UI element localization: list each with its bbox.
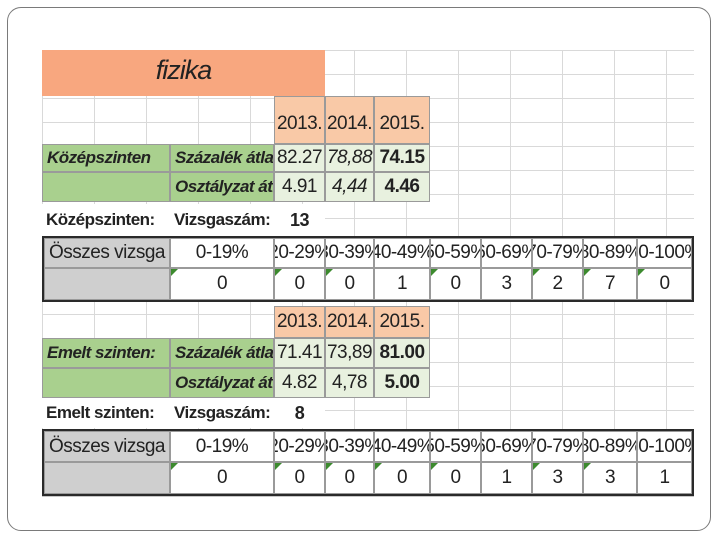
number-stored-as-text-marker [326,269,333,276]
level-label-kozep: Középszinten [42,144,170,172]
year-header-2014: 2014. [325,306,374,338]
dist-value: 0 [430,268,481,300]
dist-label: Összes vizsga [44,238,170,268]
number-stored-as-text-marker [326,463,333,470]
dist-value: 0 [325,462,374,494]
dist-value: 0 [170,268,274,300]
year-header-2013: 2013. [274,306,325,338]
count-label: Vizsgaszám: [170,204,274,236]
number-stored-as-text-marker [275,463,282,470]
dist-value: 7 [583,268,637,300]
grade-2014: 4,44 [325,172,374,202]
number-stored-as-text-marker [584,463,591,470]
count-label: Vizsgaszám: [170,398,274,428]
number-stored-as-text-marker [431,269,438,276]
pct-2013: 82.27 [274,144,325,172]
subject-title-cell: fizika [42,50,325,96]
level-label-blank [42,368,170,398]
dist-value: 1 [637,462,692,494]
year-header-2015: 2015. [374,96,430,144]
dist-value: 0 [374,462,430,494]
dist-value: 0 [637,268,692,300]
range-30-39: 30-39% [325,431,374,462]
grade-2014: 4,78 [325,368,374,398]
year-header-2015: 2015. [374,306,430,338]
range-0-19: 0-19% [170,238,274,268]
grade-2013: 4.82 [274,368,325,398]
dist-value: 3 [583,462,637,494]
range-80-89: 80-89% [583,431,637,462]
range-50-59: 50-59% [430,238,481,268]
grade-2015: 4.46 [374,172,430,202]
range-90-100: 90-100% [637,238,692,268]
dist-value: 3 [481,268,532,300]
range-20-29: 20-29% [274,431,325,462]
number-stored-as-text-marker [533,463,540,470]
dist-value: 1 [374,268,430,300]
range-40-49: 40-49% [374,431,430,462]
pct-2014: 78,88 [325,144,374,172]
pct-2015: 74.15 [374,144,430,172]
number-stored-as-text-marker [533,269,540,276]
sheet-bottom-border [42,496,694,497]
grade-2013: 4.91 [274,172,325,202]
pct-label: Százalék átlag: [170,144,274,172]
year-header-2014: 2014. [325,96,374,144]
number-stored-as-text-marker [171,269,178,276]
level-label-emelt: Emelt szinten: [42,338,170,368]
range-50-59: 50-59% [430,431,481,462]
dist-value: 2 [532,268,583,300]
pct-2013: 71.41 [274,338,325,368]
dist-value-label-blank [44,268,170,300]
range-90-100: 90-100% [637,431,692,462]
grade-2015: 5.00 [374,368,430,398]
number-stored-as-text-marker [638,269,645,276]
dist-value: 3 [532,462,583,494]
range-70-79: 70-79% [532,238,583,268]
dist-value: 0 [274,462,325,494]
level-label-blank [42,172,170,202]
exam-count: 13 [274,204,325,236]
range-0-19: 0-19% [170,431,274,462]
range-20-29: 20-29% [274,238,325,268]
range-60-69: 60-69% [481,431,532,462]
count-level-label: Emelt szinten: [42,398,170,428]
dist-value: 0 [430,462,481,494]
range-60-69: 60-69% [481,238,532,268]
number-stored-as-text-marker [171,463,178,470]
number-stored-as-text-marker [584,269,591,276]
year-header-2013: 2013. [274,96,325,144]
grade-label: Osztályzat átlag: [170,368,274,398]
dist-label: Összes vizsga [44,431,170,462]
dist-value: 0 [274,268,325,300]
pct-2015: 81.00 [374,338,430,368]
range-30-39: 30-39% [325,238,374,268]
subject-title: fizika [155,54,213,85]
number-stored-as-text-marker [375,463,382,470]
pct-label: Százalék átlag: [170,338,274,368]
pct-2014: 73,89 [325,338,374,368]
count-level-label: Középszinten: [42,204,170,236]
dist-value: 1 [481,462,532,494]
exam-count: 8 [274,398,325,428]
range-70-79: 70-79% [532,431,583,462]
dist-value: 0 [170,462,274,494]
dist-value: 0 [325,268,374,300]
dist-value-label-blank [44,462,170,494]
range-80-89: 80-89% [583,238,637,268]
number-stored-as-text-marker [275,269,282,276]
range-40-49: 40-49% [374,238,430,268]
number-stored-as-text-marker [431,463,438,470]
grade-label: Osztályzat átlag: [170,172,274,202]
